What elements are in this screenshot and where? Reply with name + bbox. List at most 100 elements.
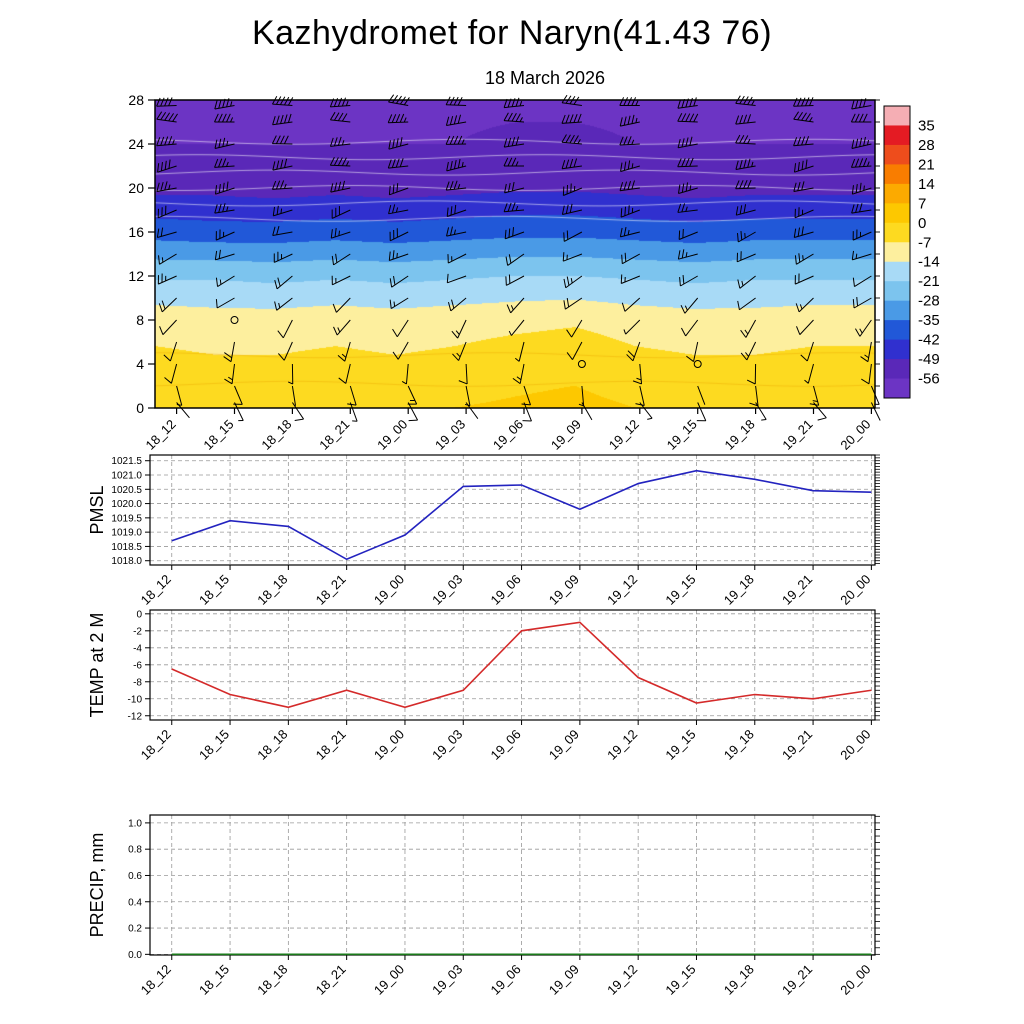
svg-text:16: 16 [128, 224, 144, 240]
page-title: Kazhydromet for Naryn(41.43 76) [251, 14, 773, 52]
svg-text:20_00: 20_00 [837, 962, 873, 998]
svg-text:1019.0: 1019.0 [111, 528, 142, 539]
colorbar-label: -56 [918, 371, 940, 388]
pmsl-line [171, 469, 872, 561]
svg-text:20_00: 20_00 [837, 572, 873, 608]
colorbar-label: -7 [918, 234, 931, 251]
colorbar-label: 7 [918, 195, 926, 212]
svg-text:19_00: 19_00 [374, 417, 410, 453]
svg-text:18_21: 18_21 [313, 962, 349, 998]
svg-text:4: 4 [136, 356, 144, 372]
colorbar-label: 35 [918, 117, 935, 134]
colorbar-label: 28 [918, 137, 935, 154]
svg-text:1021.0: 1021.0 [111, 471, 142, 482]
svg-text:19_09: 19_09 [546, 727, 582, 763]
svg-text:1018.5: 1018.5 [111, 542, 142, 553]
temp2m-axis-label: TEMP at 2 M [87, 613, 107, 718]
svg-text:19_03: 19_03 [429, 727, 465, 763]
svg-text:24: 24 [128, 136, 144, 152]
svg-text:19_12: 19_12 [604, 727, 640, 763]
svg-text:19_09: 19_09 [548, 417, 584, 453]
svg-text:1018.0: 1018.0 [111, 556, 142, 567]
colorbar-label: -42 [918, 332, 940, 349]
colorbar-label: 21 [918, 156, 935, 173]
svg-text:20_00: 20_00 [837, 727, 873, 763]
svg-text:20: 20 [128, 180, 144, 196]
svg-text:-10: -10 [128, 694, 143, 705]
svg-text:19_03: 19_03 [429, 962, 465, 998]
pmsl-axis-label: PMSL [87, 485, 107, 534]
svg-text:1.0: 1.0 [128, 818, 142, 829]
svg-text:8: 8 [136, 312, 144, 328]
svg-text:18_21: 18_21 [313, 572, 349, 608]
svg-text:19_09: 19_09 [546, 572, 582, 608]
svg-text:12: 12 [128, 268, 144, 284]
svg-text:1021.5: 1021.5 [111, 456, 142, 467]
temp2m-line [171, 621, 872, 709]
svg-text:19_21: 19_21 [779, 962, 815, 998]
colorbar-label: -14 [918, 254, 940, 271]
svg-text:0.8: 0.8 [128, 845, 142, 856]
svg-text:19_18: 19_18 [721, 572, 757, 608]
svg-text:18_18: 18_18 [254, 572, 290, 608]
svg-text:19_09: 19_09 [546, 962, 582, 998]
colorbar-label: -35 [918, 312, 940, 329]
svg-text:19_21: 19_21 [779, 417, 815, 453]
svg-text:19_06: 19_06 [488, 727, 524, 763]
svg-text:18_12: 18_12 [138, 572, 174, 608]
temp2m-panel: 18_12 18_15 18_18 18_21 19_00 19_03 19_06 19_09… [87, 609, 880, 763]
svg-text:19_18: 19_18 [721, 962, 757, 998]
svg-text:19_06: 19_06 [490, 417, 526, 453]
svg-text:19_12: 19_12 [604, 572, 640, 608]
svg-text:18_21: 18_21 [316, 417, 352, 453]
svg-text:1020.0: 1020.0 [111, 499, 142, 510]
colorbar-label: 14 [918, 176, 935, 193]
svg-text:19_15: 19_15 [664, 417, 700, 453]
svg-text:18_15: 18_15 [196, 962, 232, 998]
svg-text:0.6: 0.6 [128, 871, 142, 882]
svg-text:0.0: 0.0 [128, 950, 142, 961]
svg-text:20_00: 20_00 [837, 417, 873, 453]
svg-text:19_03: 19_03 [429, 572, 465, 608]
svg-text:19_15: 19_15 [662, 572, 698, 608]
svg-text:18_18: 18_18 [258, 417, 294, 453]
svg-text:18_12: 18_12 [138, 727, 174, 763]
svg-text:18_15: 18_15 [200, 417, 236, 453]
svg-text:19_12: 19_12 [604, 962, 640, 998]
svg-text:19_06: 19_06 [488, 962, 524, 998]
svg-text:-6: -6 [133, 660, 142, 671]
date-subtitle: 18 March 2026 [484, 68, 606, 88]
colorbar-label: -21 [918, 273, 940, 290]
svg-text:-12: -12 [128, 711, 143, 722]
svg-text:-4: -4 [133, 643, 142, 654]
svg-text:19_18: 19_18 [722, 417, 758, 453]
svg-text:19_21: 19_21 [779, 572, 815, 608]
svg-text:19_00: 19_00 [371, 962, 407, 998]
svg-text:19_00: 19_00 [371, 727, 407, 763]
precip-axis-label: PRECIP, mm [87, 833, 107, 938]
svg-text:19_06: 19_06 [488, 572, 524, 608]
colorbar-label: -28 [918, 293, 940, 310]
svg-text:0: 0 [136, 400, 144, 416]
wind-barbs [156, 94, 881, 422]
colorbar: 35 28 21 14 7 0 -7 -14 -21 -28 -35 -42 -49 -56 [883, 105, 940, 399]
svg-text:18_15: 18_15 [196, 572, 232, 608]
svg-text:0: 0 [136, 609, 142, 620]
svg-text:19_12: 19_12 [606, 417, 642, 453]
svg-text:18_18: 18_18 [254, 962, 290, 998]
svg-text:0.2: 0.2 [128, 924, 142, 935]
svg-text:1020.5: 1020.5 [111, 485, 142, 496]
svg-text:19_00: 19_00 [371, 572, 407, 608]
svg-text:19_03: 19_03 [432, 417, 468, 453]
svg-text:-2: -2 [133, 626, 142, 637]
colorbar-label: 0 [918, 215, 926, 232]
svg-text:18_21: 18_21 [313, 727, 349, 763]
svg-text:-8: -8 [133, 677, 142, 688]
svg-text:19_15: 19_15 [662, 727, 698, 763]
svg-text:19_21: 19_21 [779, 727, 815, 763]
svg-text:1019.5: 1019.5 [111, 513, 142, 524]
svg-text:18_18: 18_18 [254, 727, 290, 763]
svg-text:19_18: 19_18 [721, 727, 757, 763]
